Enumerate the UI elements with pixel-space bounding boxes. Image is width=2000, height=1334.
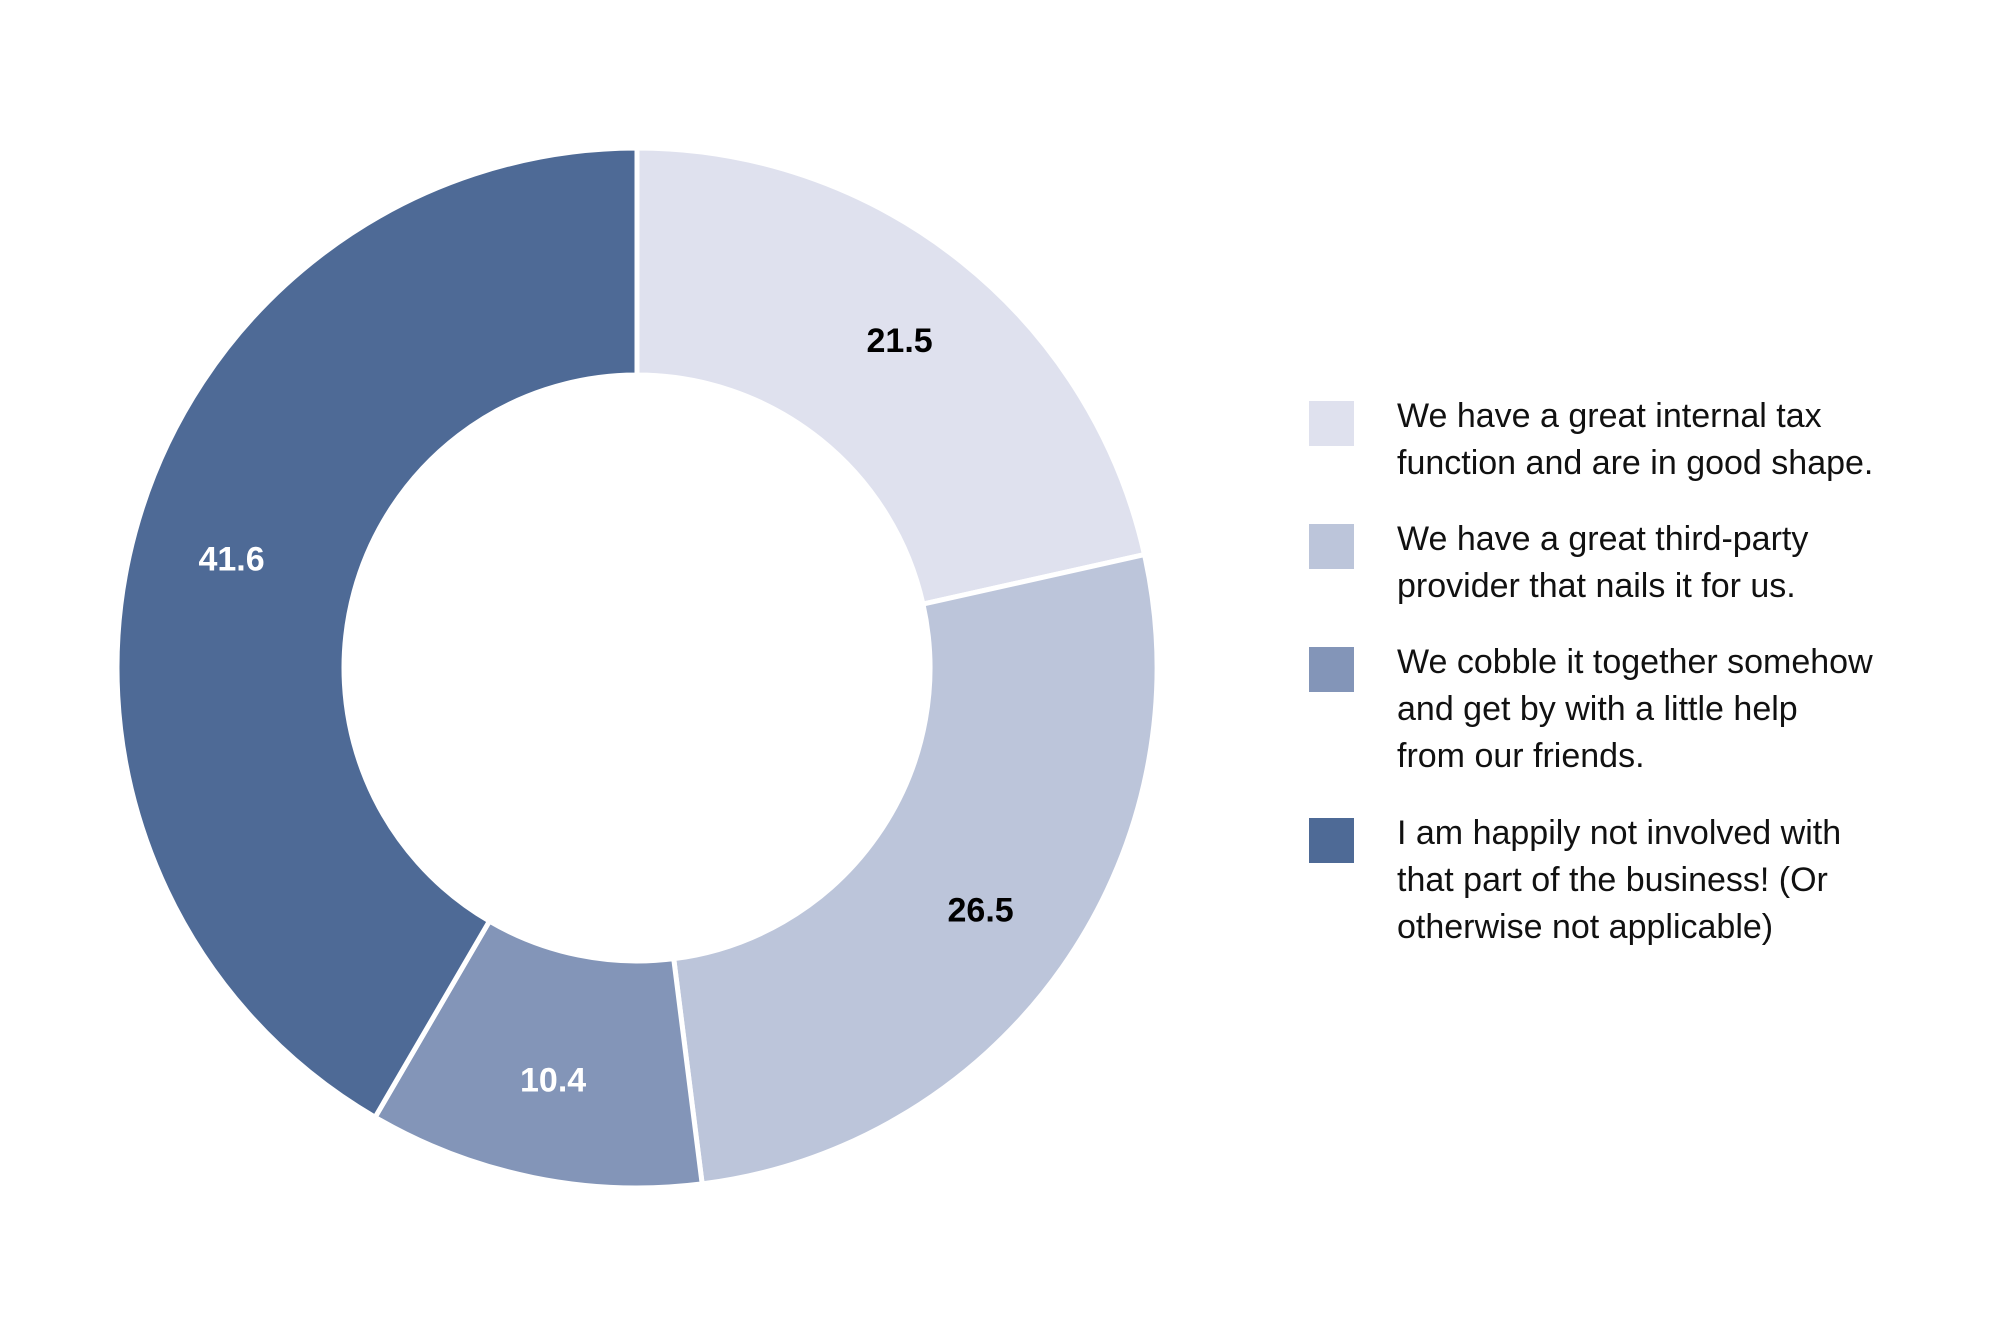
legend-swatch xyxy=(1309,401,1354,446)
legend-swatch xyxy=(1309,647,1354,692)
donut-slice-3 xyxy=(114,145,640,1121)
legend-label: We cobble it together somehow and get by… xyxy=(1397,643,1873,775)
legend-label: We have a great third-party provider tha… xyxy=(1397,520,1809,605)
slice-label-2: 10.4 xyxy=(520,1062,586,1100)
legend-label: I am happily not involved with that part… xyxy=(1397,814,1842,946)
legend-swatch xyxy=(1309,818,1354,863)
legend-label: We have a great internal tax function an… xyxy=(1397,397,1874,482)
slice-label-3: 41.6 xyxy=(198,540,264,578)
slice-label-0: 21.5 xyxy=(867,322,933,360)
slice-labels: 21.5 26.5 10.4 41.6 xyxy=(198,322,1013,1099)
legend-swatch xyxy=(1309,524,1354,569)
donut-slice-0 xyxy=(634,145,1148,608)
slice-label-1: 26.5 xyxy=(948,892,1014,930)
donut-slices xyxy=(114,145,1160,1191)
donut-slice-1 xyxy=(670,551,1160,1187)
